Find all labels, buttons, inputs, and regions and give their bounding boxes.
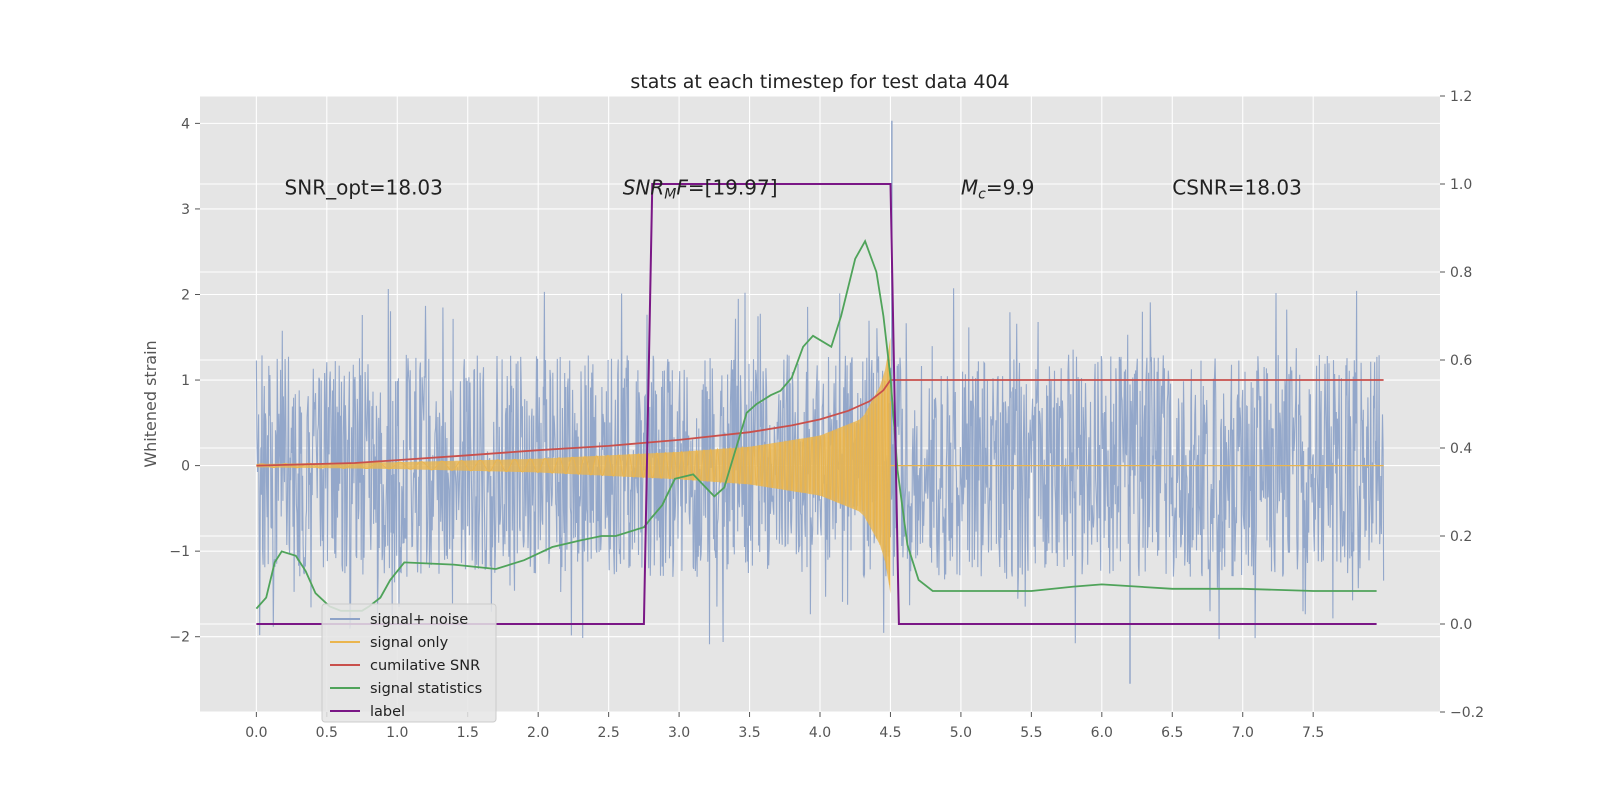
y2-tick-label: −0.2: [1450, 705, 1484, 721]
x-tick-label: 7.0: [1232, 725, 1254, 741]
legend-label: label: [370, 704, 405, 720]
y2-tick-label: 1.0: [1450, 177, 1472, 193]
y2-tick-label: 1.2: [1450, 89, 1472, 105]
legend-label: signal statistics: [370, 681, 482, 697]
signal-oscillation: [256, 359, 891, 585]
x-tick-label: 4.5: [879, 725, 901, 741]
x-tick-label: 0.0: [245, 725, 267, 741]
annotations: SNR_opt=18.03 SNRMF=[19.97] Mc=9.9 CSNR=18.…: [285, 176, 1302, 203]
x-tick-label: 5.0: [950, 725, 972, 741]
y2-tick-label: 0.2: [1450, 529, 1472, 545]
x-tick-label: 4.0: [809, 725, 831, 741]
x-tick-label: 6.5: [1161, 725, 1183, 741]
y2-tick-label: 0.0: [1450, 617, 1472, 633]
y2-tick-label: 0.6: [1450, 353, 1472, 369]
axes: 0.0 0.5 1.0 1.5 2.0 2.5 3.0 3.5 4.0 4.5 5.0 5.5 6.0 6…: [169, 89, 1484, 741]
y-tick-label: −2: [169, 630, 190, 646]
x-tick-label: 1.5: [457, 725, 479, 741]
series-signal-only: [256, 337, 1384, 594]
annotation: SNRMF=[19.97]: [623, 176, 778, 203]
y-tick-label: 2: [181, 287, 190, 303]
series-label: [256, 183, 1377, 625]
signal-envelope: [256, 337, 891, 594]
chart-title: stats at each timestep for test data 404: [630, 71, 1009, 93]
x-tick-label: 3.0: [668, 725, 690, 741]
legend: signal+ noise signal only cumilative SNR si…: [321, 603, 497, 723]
legend-box: [321, 603, 497, 723]
y-tick-label: 4: [181, 116, 190, 132]
x-tick-label: 3.5: [738, 725, 760, 741]
legend-label: cumilative SNR: [370, 658, 480, 674]
y-tick-label: −1: [169, 544, 190, 560]
x-tick-label: 0.5: [316, 725, 338, 741]
x-tick-label: 6.0: [1091, 725, 1113, 741]
annotation: CSNR=18.03: [1172, 176, 1302, 200]
noise-trace: [255, 288, 1385, 645]
legend-label: signal+ noise: [370, 612, 468, 628]
y2-tick-label: 0.4: [1450, 441, 1472, 457]
x-tick-label: 2.0: [527, 725, 549, 741]
annotation: SNR_opt=18.03: [285, 176, 443, 200]
x-tick-label: 1.0: [386, 725, 408, 741]
x-tick-label: 2.5: [598, 725, 620, 741]
x-tick-label: 7.5: [1302, 725, 1324, 741]
y2-tick-label: 0.8: [1450, 265, 1472, 281]
y-axis-label: Whitened strain: [141, 340, 160, 467]
y-tick-label: 0: [181, 459, 190, 475]
y-tick-label: 3: [181, 202, 190, 218]
legend-label: signal only: [370, 635, 449, 651]
annotation: Mc=9.9: [961, 176, 1035, 203]
x-tick-label: 5.5: [1020, 725, 1042, 741]
y-tick-label: 1: [181, 373, 190, 389]
series-cumulative-snr: [256, 379, 1384, 467]
